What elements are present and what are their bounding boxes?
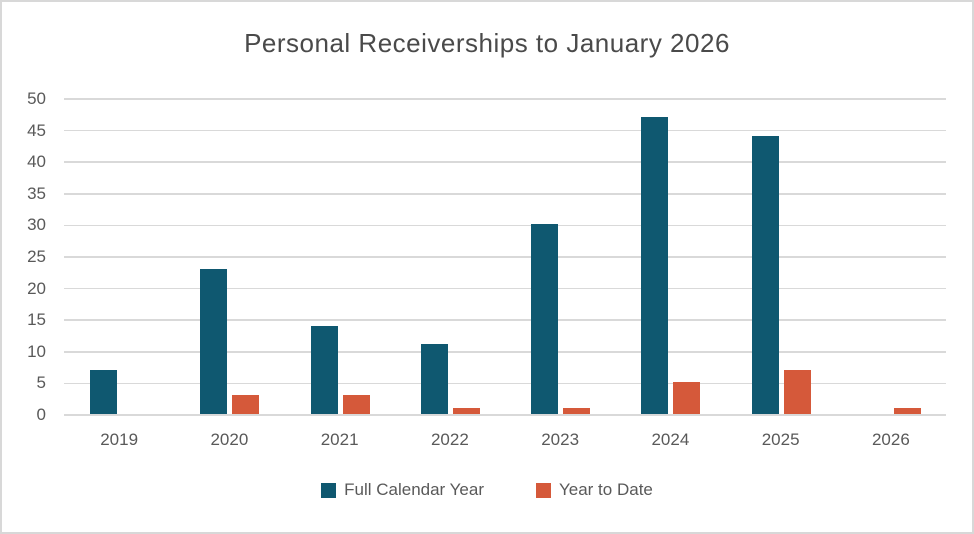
grid-line	[64, 161, 946, 163]
bar-full-calendar-year-2024	[641, 116, 669, 414]
y-tick-label: 15	[27, 310, 46, 330]
plot-area	[64, 98, 946, 416]
chart-legend: Full Calendar Year Year to Date	[2, 480, 972, 500]
legend-swatch-full-calendar-year-icon	[321, 482, 337, 498]
grid-line	[64, 382, 946, 385]
y-tick-label: 30	[27, 215, 46, 235]
x-tick-label: 2022	[430, 430, 469, 449]
bar-year-to-date-2026	[893, 407, 921, 414]
y-axis: 0 5 10 15 20 25 30 35 40 45 50	[2, 89, 46, 424]
y-tick-label: 10	[27, 341, 46, 361]
bar-full-calendar-year-2023	[531, 224, 559, 414]
bar-year-to-date-2022	[452, 407, 480, 414]
grid-line	[64, 98, 946, 100]
grid-line	[64, 414, 946, 416]
legend-label: Full Calendar Year	[344, 480, 484, 499]
y-tick-label: 0	[36, 405, 46, 424]
grid-line	[64, 224, 946, 227]
bar-year-to-date-2021	[342, 395, 370, 414]
bar-full-calendar-year-2025	[751, 135, 779, 414]
grid-line	[64, 319, 946, 321]
y-tick-label: 20	[27, 278, 46, 298]
bar-full-calendar-year-2022	[420, 344, 448, 414]
bar-year-to-date-2025	[783, 369, 811, 414]
grid-line	[64, 129, 946, 132]
y-tick-label: 5	[36, 373, 46, 393]
legend-swatch-year-to-date-icon	[535, 482, 551, 498]
x-tick-label: 2025	[761, 430, 800, 449]
x-tick-label: 2024	[651, 430, 690, 449]
grid-line	[64, 287, 946, 290]
chart-title: Personal Receiverships to January 2026	[244, 28, 730, 58]
grid-line	[64, 193, 946, 195]
bar-year-to-date-2023	[563, 407, 591, 414]
legend-label: Year to Date	[558, 480, 653, 499]
legend-item-year-to-date: Year to Date	[535, 480, 653, 500]
bar-full-calendar-year-2020	[200, 268, 228, 414]
x-tick-label: 2026	[871, 430, 910, 449]
grid-line	[64, 256, 946, 258]
grid-line	[64, 351, 946, 353]
y-tick-label: 35	[27, 183, 46, 203]
x-tick-label: 2021	[320, 430, 359, 449]
y-tick-label: 45	[27, 120, 46, 140]
y-tick-label: 50	[27, 89, 46, 108]
x-tick-label: 2020	[210, 430, 249, 449]
legend-item-full-calendar-year: Full Calendar Year	[321, 480, 484, 500]
y-tick-label: 25	[27, 247, 46, 266]
y-tick-label: 40	[27, 152, 46, 172]
bar-full-calendar-year-2019	[90, 369, 118, 414]
x-tick-label: 2023	[541, 430, 580, 449]
bar-year-to-date-2024	[673, 382, 701, 414]
bar-year-to-date-2020	[232, 395, 260, 414]
x-tick-label: 2019	[100, 430, 139, 449]
bar-full-calendar-year-2021	[310, 325, 338, 414]
x-axis: 2019 2020 2021 2022 2023 2024 2025 2026	[64, 430, 946, 454]
